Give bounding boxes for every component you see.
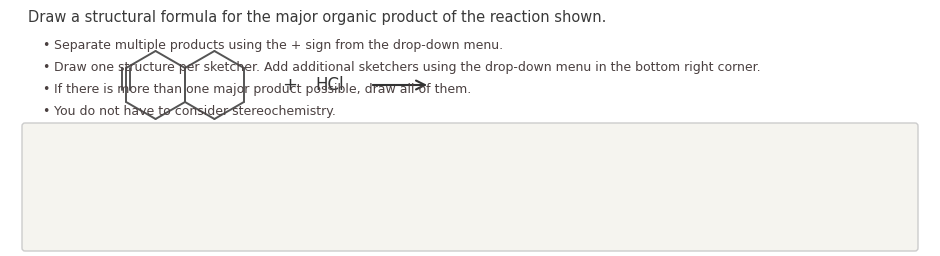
Text: If there is more than one major product possible, draw all of them.: If there is more than one major product …	[54, 83, 471, 97]
Text: Draw a structural formula for the major organic product of the reaction shown.: Draw a structural formula for the major …	[28, 10, 606, 25]
FancyBboxPatch shape	[22, 123, 918, 251]
Text: Separate multiple products using the + sign from the drop-down menu.: Separate multiple products using the + s…	[54, 39, 503, 52]
Text: •: •	[42, 83, 50, 97]
Text: •: •	[42, 61, 50, 74]
Text: +: +	[283, 76, 297, 94]
Text: Draw one structure per sketcher. Add additional sketchers using the drop-down me: Draw one structure per sketcher. Add add…	[54, 61, 760, 74]
Text: •: •	[42, 39, 50, 52]
Text: •: •	[42, 105, 50, 119]
Text: HCl: HCl	[316, 76, 344, 94]
Text: You do not have to consider stereochemistry.: You do not have to consider stereochemis…	[54, 105, 336, 119]
